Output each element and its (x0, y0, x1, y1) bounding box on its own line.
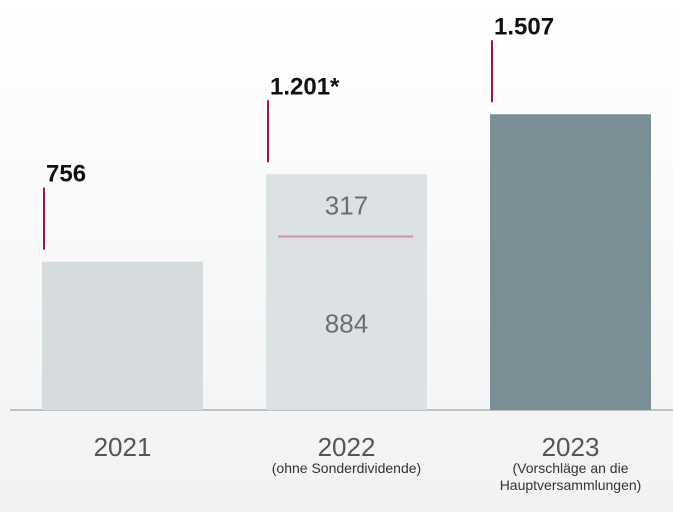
total-label: 1.201* (270, 73, 340, 100)
total-label: 756 (46, 161, 86, 188)
x-tick-label: 2021 (94, 432, 152, 462)
bar-segment (42, 261, 203, 410)
x-tick-label: 2022 (318, 432, 376, 462)
bar-segment (490, 114, 651, 410)
segment-label: 317 (325, 190, 368, 220)
bar-segment (266, 236, 427, 410)
total-label: 1.507 (494, 13, 554, 40)
x-tick-label: 2023 (542, 432, 600, 462)
bar-segment (266, 174, 427, 237)
category-note: (ohne Sonderdividende) (271, 460, 422, 476)
segment-label: 884 (325, 308, 368, 338)
category-note: (Vorschläge an die Hauptversammlungen) (499, 460, 642, 493)
